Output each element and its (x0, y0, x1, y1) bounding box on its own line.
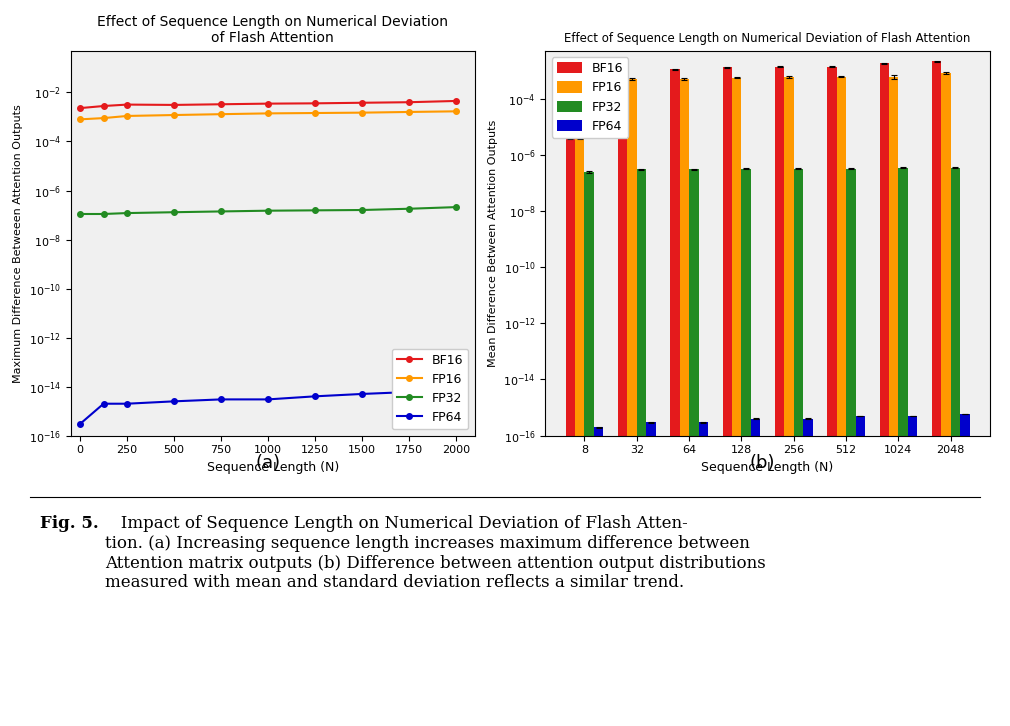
FP32 (262, 206, 274, 215)
BF16 (121, 100, 133, 109)
FP16 (309, 109, 321, 118)
FP64 (168, 397, 180, 406)
Legend: BF16, FP16, FP32, FP64: BF16, FP16, FP32, FP64 (392, 348, 469, 429)
FP16 (168, 110, 180, 119)
Bar (880, 63, 889, 726)
Text: (a): (a) (256, 454, 280, 472)
Bar (950, 168, 961, 726)
Bar (961, 414, 970, 726)
Text: Impact of Sequence Length on Numerical Deviation of Flash Atten-
tion. (a) Incre: Impact of Sequence Length on Numerical D… (105, 515, 766, 591)
FP64 (449, 385, 462, 393)
FP64 (356, 390, 368, 399)
FP16 (262, 109, 274, 118)
Bar (699, 423, 708, 726)
Bar (732, 78, 741, 726)
Bar (908, 416, 917, 726)
FP64 (309, 392, 321, 401)
Bar (794, 168, 803, 726)
BF16 (262, 99, 274, 108)
BF16 (215, 100, 227, 109)
FP64 (74, 420, 86, 428)
FP16 (215, 110, 227, 118)
Bar (775, 67, 785, 726)
Bar (671, 69, 680, 726)
Line: BF16: BF16 (78, 98, 459, 111)
FP32 (121, 208, 133, 217)
Bar (889, 77, 899, 726)
Bar (803, 419, 813, 726)
BF16 (168, 101, 180, 110)
Bar (741, 168, 750, 726)
FP16 (403, 107, 415, 116)
BF16 (449, 97, 462, 105)
Bar (575, 138, 585, 726)
FP32 (403, 205, 415, 213)
BF16 (74, 104, 86, 113)
FP32 (98, 210, 110, 219)
FP64 (262, 395, 274, 404)
Line: FP16: FP16 (78, 109, 459, 122)
Bar (836, 77, 846, 726)
Bar (646, 423, 655, 726)
Bar (899, 168, 908, 726)
Bar (941, 73, 950, 726)
FP32 (168, 208, 180, 216)
BF16 (98, 102, 110, 110)
Title: Effect of Sequence Length on Numerical Deviation
of Flash Attention: Effect of Sequence Length on Numerical D… (97, 15, 448, 46)
Line: FP32: FP32 (78, 204, 459, 217)
FP64 (121, 399, 133, 408)
FP32 (449, 203, 462, 211)
BF16 (309, 99, 321, 107)
Bar (750, 419, 761, 726)
FP32 (215, 207, 227, 216)
Title: Effect of Sequence Length on Numerical Deviation of Flash Attention: Effect of Sequence Length on Numerical D… (565, 33, 971, 46)
FP32 (356, 205, 368, 214)
Bar (722, 68, 732, 726)
BF16 (403, 98, 415, 107)
FP32 (74, 210, 86, 219)
Y-axis label: Mean Difference Between Attention Outputs: Mean Difference Between Attention Output… (488, 120, 498, 367)
FP16 (98, 114, 110, 123)
FP16 (74, 115, 86, 123)
Bar (855, 416, 865, 726)
Bar (785, 77, 794, 726)
Line: FP64: FP64 (78, 386, 459, 427)
FP32 (309, 206, 321, 215)
Bar (680, 79, 689, 726)
Y-axis label: Maximum Difference Betweeen Attention Outputs: Maximum Difference Betweeen Attention Ou… (13, 104, 23, 383)
FP16 (121, 112, 133, 121)
X-axis label: Sequence Length (N): Sequence Length (N) (702, 461, 833, 474)
FP16 (356, 108, 368, 117)
Bar (827, 67, 836, 726)
Bar (618, 69, 627, 726)
Text: Fig. 5.: Fig. 5. (40, 515, 99, 532)
X-axis label: Sequence Length (N): Sequence Length (N) (207, 461, 338, 474)
Bar (627, 79, 636, 726)
Bar (846, 168, 855, 726)
FP16 (449, 107, 462, 115)
Bar (594, 427, 603, 726)
Bar (932, 62, 941, 726)
FP64 (403, 388, 415, 396)
FP64 (215, 395, 227, 404)
Bar (566, 138, 575, 726)
Legend: BF16, FP16, FP32, FP64: BF16, FP16, FP32, FP64 (551, 57, 628, 138)
Bar (636, 169, 646, 726)
BF16 (356, 99, 368, 107)
FP64 (98, 399, 110, 408)
Bar (585, 171, 594, 726)
Text: (b): (b) (749, 454, 776, 472)
Bar (689, 169, 699, 726)
